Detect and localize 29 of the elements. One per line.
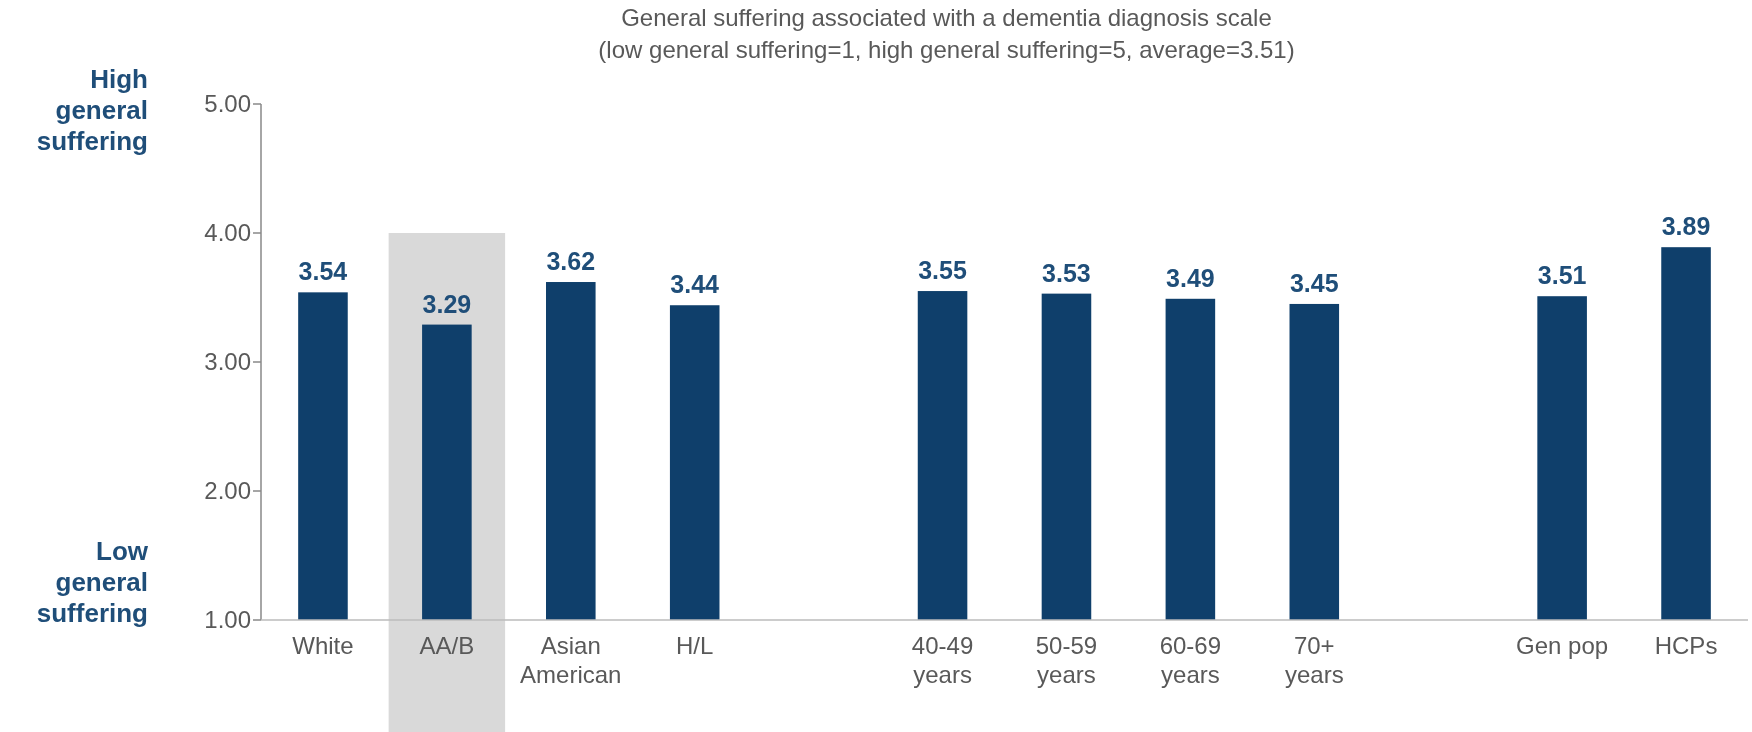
x-tick-label: AA/B xyxy=(419,632,475,659)
x-tick-label: 60-69 years xyxy=(1159,632,1222,688)
y-tick-label: 4.00 xyxy=(204,219,251,247)
chart-title: General suffering associated with a dementia diagnosis scale xyxy=(621,4,1272,31)
data-label: 3.55 xyxy=(918,256,967,285)
data-label: 3.53 xyxy=(1042,258,1091,287)
data-label: 3.49 xyxy=(1166,263,1215,292)
y-tick-label: 1.00 xyxy=(204,606,251,634)
data-label: 3.62 xyxy=(546,247,596,276)
data-label: 3.54 xyxy=(298,257,348,286)
data-label: 3.51 xyxy=(1537,261,1587,290)
x-tick-label: Asian American xyxy=(520,632,622,688)
data-label: 3.45 xyxy=(1289,268,1339,297)
x-tick-label: 40-49 years xyxy=(911,632,974,688)
x-tick-label: 50-59 years xyxy=(1035,632,1098,688)
x-tick-label: White xyxy=(292,632,354,659)
data-label: 3.89 xyxy=(1661,212,1711,241)
y-tick-label: 3.00 xyxy=(204,348,251,376)
y-tick-label: 5.00 xyxy=(204,90,251,118)
chart-subtitle: (low general suffering=1, high general suffering=5, average=3.51) xyxy=(598,36,1295,63)
text: Low general suffering xyxy=(36,536,149,628)
x-tick-label: H/L xyxy=(676,632,714,659)
text: High general suffering xyxy=(36,64,148,156)
x-tick-label: HCPs xyxy=(1654,632,1718,659)
y-tick-label: 2.00 xyxy=(204,477,251,505)
x-tick-label: 70+ years xyxy=(1284,632,1344,688)
data-label: 3.44 xyxy=(670,270,720,299)
x-tick-label: Gen pop xyxy=(1516,632,1609,659)
data-label: 3.29 xyxy=(422,289,472,318)
